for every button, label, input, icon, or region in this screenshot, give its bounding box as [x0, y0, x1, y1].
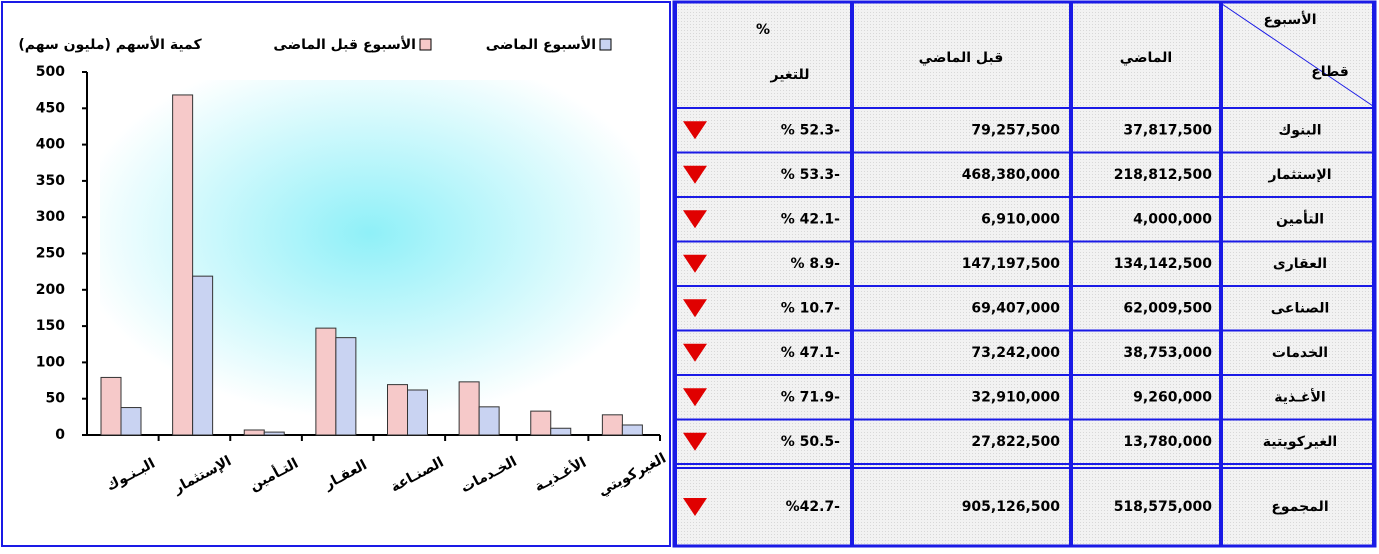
bar [315, 327, 337, 436]
change: % 47.1- [781, 345, 840, 361]
y-tick-label: 100 [36, 354, 65, 370]
bar [120, 407, 142, 436]
down-arrow [683, 165, 707, 184]
bar [407, 389, 428, 436]
last-week: 13,780,000 [1123, 434, 1212, 450]
change: % 8.9- [790, 256, 840, 272]
down-arrow [683, 210, 707, 229]
bar [335, 337, 357, 436]
y-tick-label: 0 [55, 427, 65, 443]
week-before: 73,242,000 [971, 345, 1060, 361]
column-header: للتغير [769, 67, 809, 83]
bar [550, 427, 572, 436]
last-week: 38,753,000 [1123, 345, 1212, 361]
y-tick-label: 450 [36, 100, 65, 116]
bar [263, 431, 285, 436]
sector-name: البنوك [1278, 122, 1321, 138]
bar [172, 94, 194, 436]
y-tick-label: 50 [46, 391, 66, 407]
bar [478, 406, 500, 436]
legend-swatch [599, 38, 612, 51]
y-tick-label: 250 [36, 246, 65, 262]
change: % 52.3- [781, 122, 840, 138]
week-before: 147,197,500 [962, 256, 1061, 272]
corner-bottom: قطاع [1311, 64, 1349, 80]
table-frame [672, 0, 1377, 548]
y-tick-label: 350 [36, 173, 65, 189]
y-tick-label: 500 [36, 64, 65, 80]
down-arrow [683, 432, 707, 451]
sector-name: الإستثمار [1267, 167, 1331, 183]
change: % 71.9- [781, 389, 840, 405]
y-axis-label: كمية الأسهم (مليون سهم) [18, 36, 202, 53]
sector-name: التأمين [1276, 209, 1324, 227]
last-week: 37,817,500 [1123, 122, 1212, 138]
y-tick-label: 150 [36, 318, 65, 334]
last-week: 9,260,000 [1133, 389, 1212, 405]
sector-name: المجموع [1271, 499, 1328, 515]
change: %42.7- [786, 499, 841, 515]
column-header: قبل الماضي [919, 50, 1004, 66]
legend-swatch [419, 38, 432, 51]
bar [243, 429, 265, 436]
bar [530, 410, 552, 436]
bar [601, 414, 623, 436]
sector-name: العقارى [1273, 256, 1327, 272]
down-arrow [683, 498, 707, 516]
down-arrow [683, 121, 707, 140]
y-tick-label: 400 [36, 137, 65, 153]
last-week: 218,812,500 [1114, 167, 1213, 183]
sector-name: الغيركويتية [1263, 434, 1337, 450]
week-before: 6,910,000 [981, 211, 1060, 227]
down-arrow [683, 299, 707, 318]
last-week: 518,575,000 [1114, 499, 1213, 515]
column-header: % [756, 22, 770, 38]
bar [100, 376, 122, 436]
down-arrow [683, 343, 707, 362]
y-tick-label: 200 [36, 282, 65, 298]
week-before: 32,910,000 [971, 389, 1060, 405]
down-arrow [683, 254, 707, 273]
week-before: 79,257,500 [971, 122, 1060, 138]
legend-label: الأسبوع الماضى [486, 36, 596, 53]
last-week: 4,000,000 [1133, 211, 1212, 227]
last-week: 62,009,500 [1123, 300, 1212, 316]
sector-name: الخدمات [1272, 345, 1328, 361]
bar [621, 424, 643, 436]
week-before: 69,407,000 [971, 300, 1060, 316]
cell-border [1221, 3, 1374, 107]
legend-label: الأسبوع قبل الماضى [273, 36, 416, 53]
column-header: الماضي [1120, 50, 1172, 66]
bar [387, 384, 408, 436]
last-week: 134,142,500 [1114, 256, 1213, 272]
bar [192, 275, 214, 436]
corner-top: الأسبوع [1263, 11, 1316, 28]
bar [458, 381, 480, 436]
change: % 42.1- [781, 211, 840, 227]
sector-name: الصناعى [1271, 300, 1330, 316]
week-before: 27,822,500 [971, 434, 1060, 450]
week-before: 468,380,000 [962, 167, 1061, 183]
change: % 50.5- [781, 434, 840, 450]
week-before: 905,126,500 [962, 499, 1061, 515]
change: % 53.3- [781, 167, 840, 183]
down-arrow [683, 388, 707, 407]
sector-name: الأغـذية [1274, 388, 1325, 405]
change: % 10.7- [781, 300, 840, 316]
y-tick-label: 300 [36, 209, 65, 225]
